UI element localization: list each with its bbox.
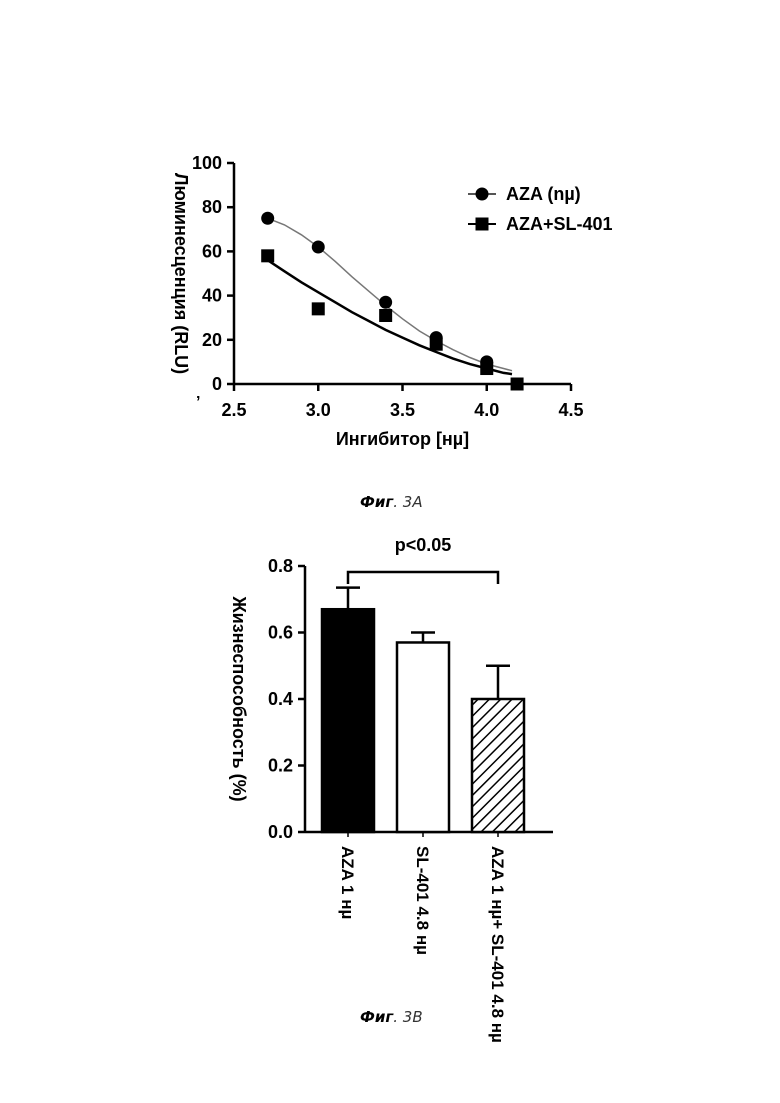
- y-tick-label: 0.4: [268, 689, 293, 709]
- legend-label-series-1: AZA+SL-401: [506, 214, 613, 234]
- x-tick-label: 3.0: [306, 400, 331, 420]
- chart-3a-dose-response: ’ 0 20 40 60 80 100 2.5 3.0 3.5 4.0 4.5 Ингибитор […: [0, 0, 780, 480]
- data-point-series-0: [379, 296, 392, 309]
- category-label-1: SL-401 4.8 нµ: [413, 846, 432, 955]
- y-tick-label: 60: [202, 241, 222, 261]
- caption-fig-3b-bold: Фиг: [360, 1008, 393, 1026]
- legend-marker-series-1: [476, 218, 489, 231]
- x-axis-title: Ингибитор [нµ]: [336, 429, 469, 449]
- caption-fig-3b: Фиг. 3В: [360, 1008, 423, 1026]
- caption-fig-3a: Фиг. 3А: [360, 493, 423, 511]
- data-point-series-0: [261, 212, 274, 225]
- y-tick-label: 0.2: [268, 756, 293, 776]
- x-tick-label: 4.5: [558, 400, 583, 420]
- y-tick-label: 0: [212, 374, 222, 394]
- y-axis-title: Жизнеспособность (%): [229, 595, 249, 801]
- stray-mark: ’: [196, 394, 200, 411]
- category-label-2: AZA 1 нµ+ SL-401 4.8 нµ: [488, 846, 507, 1043]
- y-tick-label: 40: [202, 286, 222, 306]
- data-point-series-1: [511, 378, 524, 391]
- y-tick-label: 100: [192, 153, 222, 173]
- y-tick-label: 0.6: [268, 623, 293, 643]
- x-tick-label: 4.0: [474, 400, 499, 420]
- legend-label-series-0: AZA (nµ): [506, 184, 581, 204]
- y-tick-label: 80: [202, 197, 222, 217]
- bar-1: [397, 642, 449, 832]
- data-point-series-1: [379, 309, 392, 322]
- data-point-series-1: [480, 362, 493, 375]
- caption-fig-3a-rest: . 3А: [393, 493, 422, 511]
- x-tick-label: 3.5: [390, 400, 415, 420]
- data-point-series-1: [430, 338, 443, 351]
- y-tick-label: 0.8: [268, 556, 293, 576]
- x-tick-label: 2.5: [221, 400, 246, 420]
- caption-fig-3b-rest: . 3В: [393, 1008, 422, 1026]
- y-tick-label: 20: [202, 330, 222, 350]
- y-axis-title: Люминесценция (RLU): [171, 173, 191, 374]
- data-point-series-1: [312, 302, 325, 315]
- bar-0: [322, 609, 374, 832]
- bar-2: [472, 699, 524, 832]
- caption-fig-3a-bold: Фиг: [360, 493, 393, 511]
- category-label-0: AZA 1 нµ: [338, 846, 357, 919]
- data-point-series-0: [312, 240, 325, 253]
- chart-3b-viability-bars: 0.0 0.2 0.4 0.6 0.8 Жизнеспособность (%) AZA 1…: [0, 520, 780, 1080]
- data-point-series-1: [261, 249, 274, 262]
- legend-marker-series-0: [476, 188, 489, 201]
- fit-curve-series-0: [268, 218, 512, 370]
- significance-label: p<0.05: [395, 535, 452, 555]
- significance-bracket: [348, 572, 498, 584]
- y-tick-label: 0.0: [268, 822, 293, 842]
